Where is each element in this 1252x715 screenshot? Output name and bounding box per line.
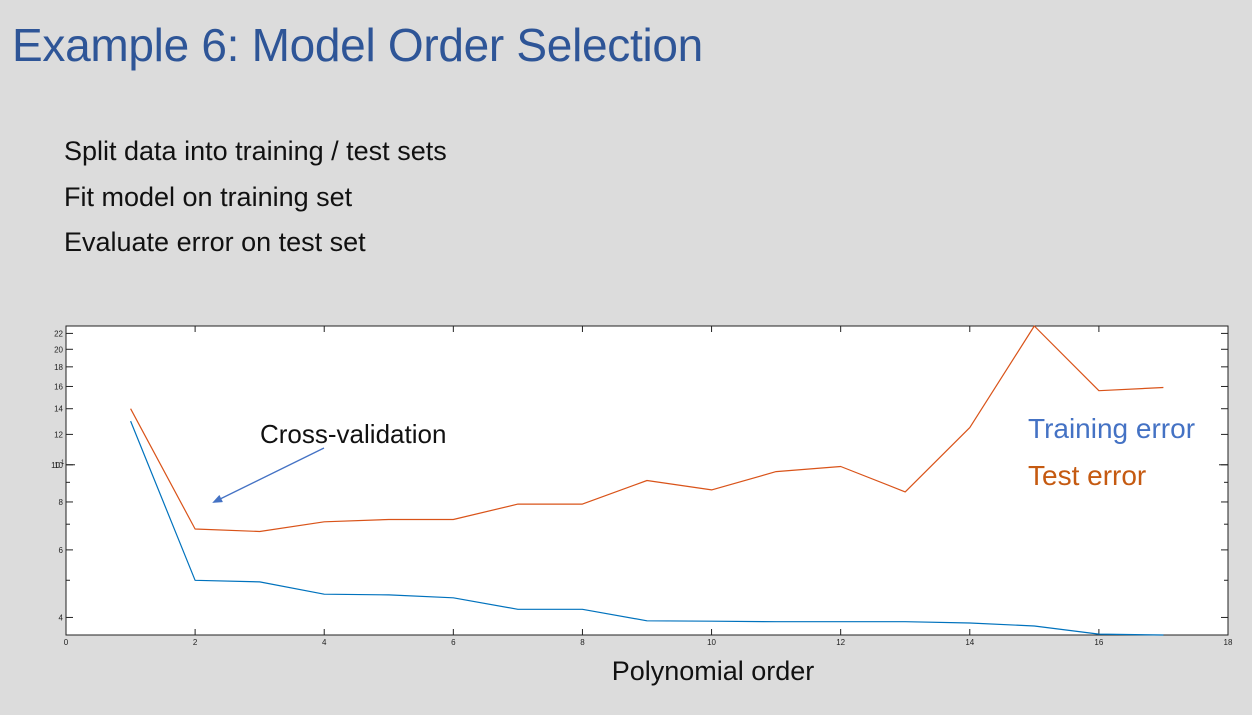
x-tick-label: 2 <box>193 638 198 647</box>
x-tick-label: 4 <box>322 638 327 647</box>
x-axis-label: Polynomial order <box>612 656 815 686</box>
x-tick-label: 16 <box>1094 638 1103 647</box>
legend-entry-training-error: Training error <box>1028 413 1195 444</box>
series-line-training-error <box>130 420 1164 636</box>
slide-title: Example 6: Model Order Selection <box>12 19 703 71</box>
y-tick-label: 14 <box>54 405 63 414</box>
x-tick-label: 18 <box>1224 638 1233 647</box>
y-tick-label: 4 <box>59 613 64 622</box>
bullet-item: Fit model on training set <box>64 181 353 212</box>
bullet-item: Evaluate error on test set <box>64 227 366 257</box>
y-tick-label: 18 <box>54 363 63 372</box>
lines-layer <box>130 325 1164 636</box>
ticks-layer <box>65 326 1229 635</box>
x-tick-label: 14 <box>965 638 974 647</box>
y-tick-label: 10 <box>54 461 63 470</box>
x-tick-label: 12 <box>836 638 845 647</box>
x-tick-label: 8 <box>580 638 585 647</box>
y-decade-label: 10 <box>51 461 60 470</box>
x-tick-label: 10 <box>707 638 716 647</box>
y-tick-label: 6 <box>59 546 64 555</box>
y-tick-label: 20 <box>54 345 63 354</box>
y-tick-label: 22 <box>54 329 63 338</box>
series-line-test-error <box>130 325 1164 533</box>
x-tick-label: 0 <box>64 638 69 647</box>
y-tick-label: 12 <box>54 430 63 439</box>
x-tick-label: 6 <box>451 638 456 647</box>
y-decade-exponent: 1 <box>61 460 65 466</box>
bullet-item: Split data into training / test sets <box>64 136 447 166</box>
bullet-list: Split data into training / test sets Fit… <box>64 133 447 270</box>
y-tick-label: 16 <box>54 382 63 391</box>
legend-entry-test-error: Test error <box>1028 460 1146 491</box>
annotation-cross-validation: Cross-validation <box>260 419 446 449</box>
y-tick-label: 8 <box>59 498 64 507</box>
annotation-arrow <box>212 447 325 503</box>
